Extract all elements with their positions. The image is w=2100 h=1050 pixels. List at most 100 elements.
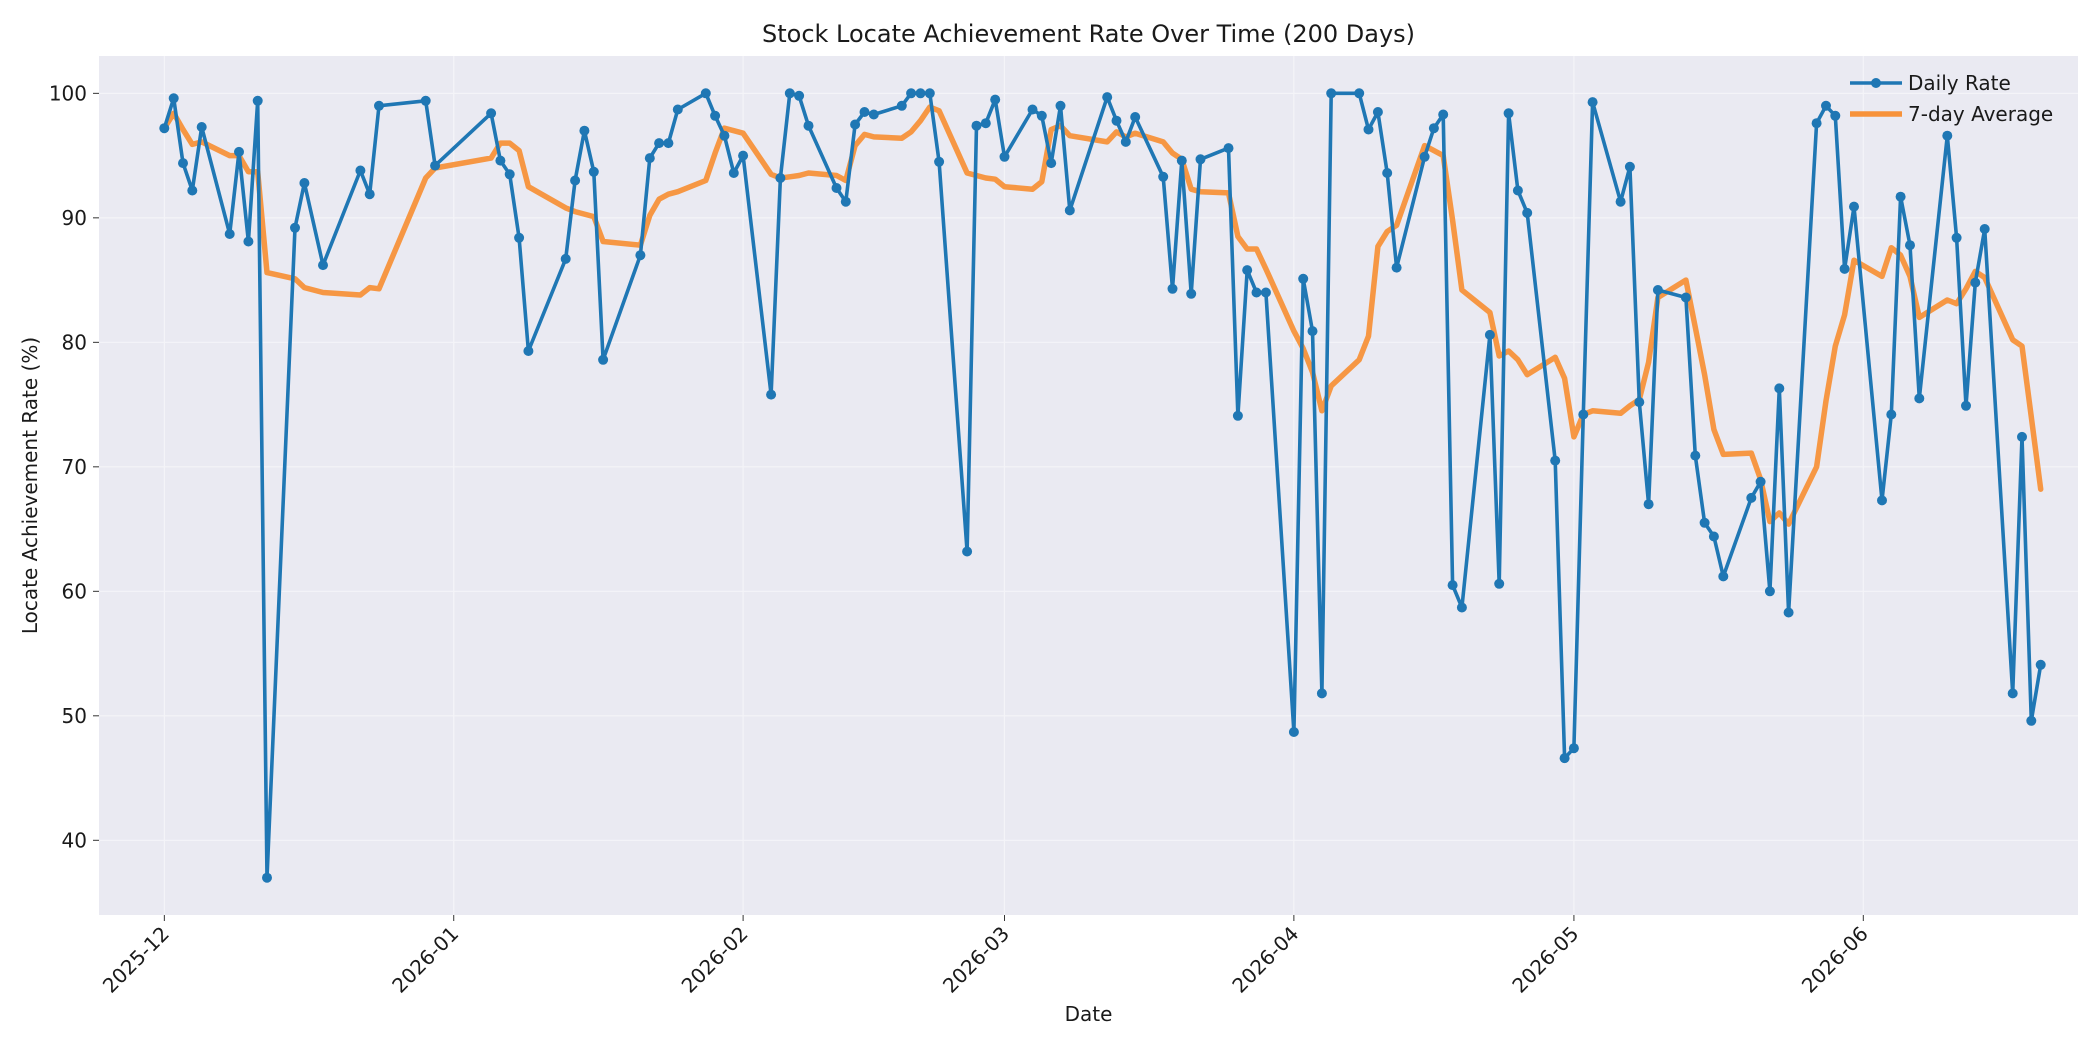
data-point: [775, 173, 786, 183]
legend-label-7-day-average: 7-day Average: [1908, 102, 2053, 126]
chart-title: Stock Locate Achievement Rate Over Time …: [762, 20, 1415, 48]
data-point: [1708, 531, 1719, 542]
data-point: [1680, 292, 1691, 303]
data-point: [1764, 586, 1775, 597]
data-point: [1559, 753, 1570, 764]
data-point: [364, 189, 375, 200]
data-point: [598, 354, 609, 365]
data-point: [990, 94, 1001, 105]
x-tick-label: 2026-02: [677, 922, 753, 998]
data-point: [1587, 97, 1598, 108]
data-point: [831, 183, 842, 193]
data-point: [738, 150, 749, 161]
data-point: [1522, 207, 1533, 218]
data-point: [1718, 571, 1729, 582]
data-point: [934, 156, 945, 167]
data-point: [840, 196, 851, 207]
series-layer: [159, 88, 2046, 883]
x-tick-label: 2026-05: [1507, 922, 1583, 998]
x-tick-label: 2026-01: [387, 922, 463, 998]
x-tick-label: 2025-12: [98, 922, 174, 998]
data-point: [980, 118, 991, 129]
legend-label-daily-rate: Daily Rate: [1908, 71, 2011, 95]
x-axis-label: Date: [1065, 1002, 1113, 1026]
data-point: [2035, 659, 2046, 670]
data-point: [672, 104, 683, 115]
data-point: [1821, 100, 1831, 111]
data-point: [1970, 277, 1981, 288]
data-point: [355, 165, 366, 176]
data-point: [1905, 240, 1915, 251]
data-point: [2026, 715, 2037, 726]
data-point: [1158, 171, 1169, 182]
data-point: [859, 107, 870, 117]
legend: Daily Rate 7-day Average: [1850, 71, 2053, 126]
data-point: [252, 95, 263, 106]
data-point: [1568, 743, 1579, 754]
data-point: [523, 346, 534, 356]
data-point: [1961, 400, 1971, 411]
data-point: [1251, 287, 1262, 298]
data-point: [1064, 205, 1075, 216]
data-point: [262, 872, 272, 883]
data-point: [1120, 136, 1131, 147]
data-point: [644, 153, 655, 164]
y-tick-label: 40: [62, 828, 87, 852]
data-point: [1783, 607, 1794, 618]
data-point: [420, 95, 431, 106]
data-point: [290, 222, 300, 233]
data-point: [560, 253, 571, 264]
data-point: [803, 120, 814, 131]
data-point: [1027, 104, 1038, 115]
data-point: [2017, 431, 2027, 442]
data-point: [318, 260, 328, 271]
data-point: [1382, 168, 1393, 178]
data-point: [374, 100, 384, 111]
data-point: [1102, 92, 1113, 103]
data-point: [719, 130, 730, 141]
data-point: [766, 389, 777, 400]
data-point: [1242, 265, 1253, 276]
data-point: [1176, 155, 1187, 166]
data-point: [1223, 143, 1234, 154]
data-point: [1372, 107, 1383, 117]
data-point: [234, 146, 244, 157]
data-point: [1130, 112, 1141, 122]
data-point: [1111, 115, 1122, 126]
data-point: [1624, 161, 1635, 172]
data-point: [794, 90, 805, 101]
y-tick-label: 80: [62, 330, 87, 354]
data-point: [570, 175, 581, 186]
grid-lines: [99, 56, 2078, 915]
data-point: [1877, 495, 1887, 506]
data-point: [1615, 196, 1626, 207]
data-point: [1288, 727, 1299, 737]
y-tick-label: 100: [49, 81, 87, 105]
data-point: [654, 138, 665, 149]
data-point: [1979, 224, 1990, 234]
data-point: [588, 166, 599, 177]
data-point: [299, 178, 310, 188]
data-point: [486, 108, 497, 119]
series-line-daily-rate: [162, 91, 2043, 880]
data-point: [514, 232, 525, 243]
data-point: [1512, 185, 1523, 196]
data-point: [1849, 201, 1859, 212]
data-point: [1316, 688, 1327, 699]
data-point: [1494, 578, 1505, 589]
data-point: [896, 100, 907, 111]
data-point: [1830, 110, 1841, 121]
data-point: [1942, 130, 1953, 141]
y-tick-label: 70: [62, 455, 87, 479]
data-point: [224, 229, 235, 239]
data-point: [906, 88, 917, 99]
data-point: [1578, 409, 1589, 420]
data-point: [1886, 409, 1897, 420]
y-tick-label: 60: [62, 579, 87, 603]
data-point: [430, 160, 441, 171]
data-point: [495, 155, 506, 166]
data-point: [1391, 262, 1402, 273]
data-point: [868, 109, 879, 120]
data-point: [728, 168, 739, 178]
y-tick-label: 50: [62, 704, 87, 728]
